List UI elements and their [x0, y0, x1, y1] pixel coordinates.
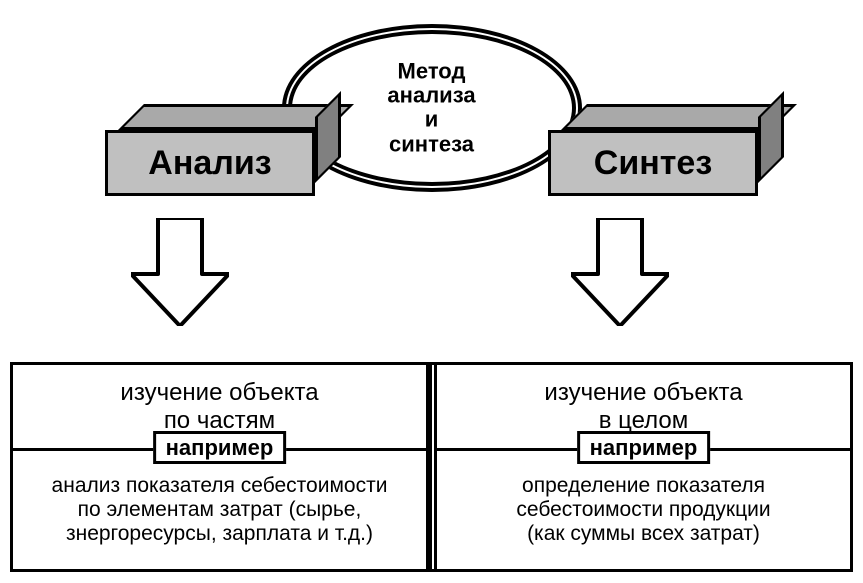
text: изучение объекта	[120, 379, 318, 407]
arrow-left	[131, 218, 229, 326]
text: по элементам затрат (сырье,	[52, 498, 388, 522]
synthesis-box: Синтез	[548, 104, 784, 196]
text: знергоресурсы, зарплата и т.д.)	[52, 522, 388, 546]
analysis-example: анализ показателя себестоимости по элеме…	[13, 451, 426, 569]
col-analysis: изучение объекта по частям например анал…	[13, 365, 429, 569]
synthesis-label: Синтез	[594, 144, 712, 183]
diagram-canvas: Метод анализа и синтеза Анализ Синтез из…	[0, 0, 863, 583]
col-separator	[429, 365, 437, 569]
synthesis-definition: изучение объекта в целом например	[437, 365, 850, 451]
ellipse-title: Метод анализа и синтеза	[387, 60, 475, 157]
text: анализ показателя себестоимости	[52, 474, 388, 498]
analysis-label: Анализ	[148, 144, 271, 183]
definitions-table: изучение объекта по частям например анал…	[10, 362, 853, 572]
text: изучение объекта	[544, 379, 742, 407]
text: (как суммы всех затрат)	[516, 522, 770, 546]
text: определение показателя	[516, 474, 770, 498]
analysis-box: Анализ	[105, 104, 341, 196]
arrow-right	[571, 218, 669, 326]
col-synthesis: изучение объекта в целом например опреде…	[437, 365, 850, 569]
analysis-definition: изучение объекта по частям например	[13, 365, 426, 451]
synthesis-example: определение показателя себестоимости про…	[437, 451, 850, 569]
text: себестоимости продукции	[516, 498, 770, 522]
